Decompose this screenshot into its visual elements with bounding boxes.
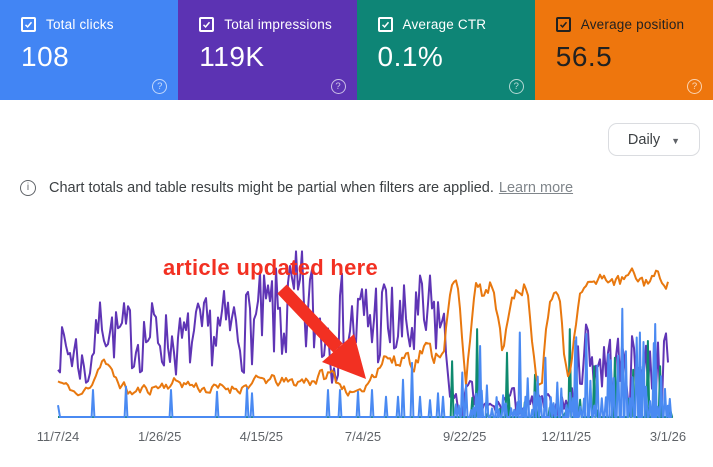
x-tick: 9/22/25 [442,429,487,444]
help-icon[interactable]: ? [152,79,168,94]
x-tick: 12/11/25 [541,429,592,444]
metric-checkbox[interactable] [555,17,571,32]
metric-checkbox[interactable] [21,17,36,32]
card-value: 119K [199,41,265,72]
metric-checkbox[interactable] [199,17,215,32]
card-value: 56.5 [555,41,613,72]
card-value: 0.1% [377,41,444,72]
help-icon[interactable]: ? [330,79,346,94]
series-total-impressions [57,250,669,417]
card-label: Average position [580,17,685,32]
notice-text: Chart totals and table results might be … [49,180,494,196]
help-icon[interactable]: ? [687,79,702,94]
x-tick: 3/1/26 [649,429,687,444]
annotation-arrow [277,284,366,379]
chart-series[interactable] [57,250,674,418]
check-icon [203,21,211,28]
card-label: Total clicks [46,17,114,32]
date-granularity-dropdown[interactable]: Daily ▼ [608,123,700,156]
card-label: Average CTR [402,17,487,32]
card-average-ctr[interactable]: Average CTR 0.1% ? [356,0,535,100]
card-total-impressions[interactable]: Total impressions 119K ? [178,0,357,100]
series-average-position [57,267,669,397]
card-value: 108 [21,41,70,72]
check-icon [559,21,567,28]
metric-cards: Total clicks 108 ? Total impressions 119… [0,0,713,100]
filters-notice: i Chart totals and table results might b… [20,180,573,196]
check-icon [24,21,33,28]
metric-checkbox[interactable] [377,17,393,32]
series-total-clicks [57,307,673,418]
check-icon [381,21,389,28]
learn-more-link[interactable]: Learn more [498,180,574,196]
chevron-down-icon: ▼ [671,135,681,146]
x-tick: 4/15/25 [239,429,284,444]
x-tick: 7/4/25 [344,429,382,444]
x-tick: 11/7/24 [36,429,80,444]
performance-chart[interactable]: article updated here 11/7/24 1/26/25 4/15/… [0,230,713,450]
card-label: Total impressions [224,17,332,32]
info-icon: i [20,180,36,196]
card-total-clicks[interactable]: Total clicks 108 ? [0,0,179,100]
card-average-position[interactable]: Average position 56.5 ? [534,0,713,100]
x-tick: 1/26/25 [137,429,182,444]
help-icon[interactable]: ? [508,79,524,94]
annotation-label: article updated here [163,255,379,280]
date-granularity-value: Daily [627,131,661,148]
